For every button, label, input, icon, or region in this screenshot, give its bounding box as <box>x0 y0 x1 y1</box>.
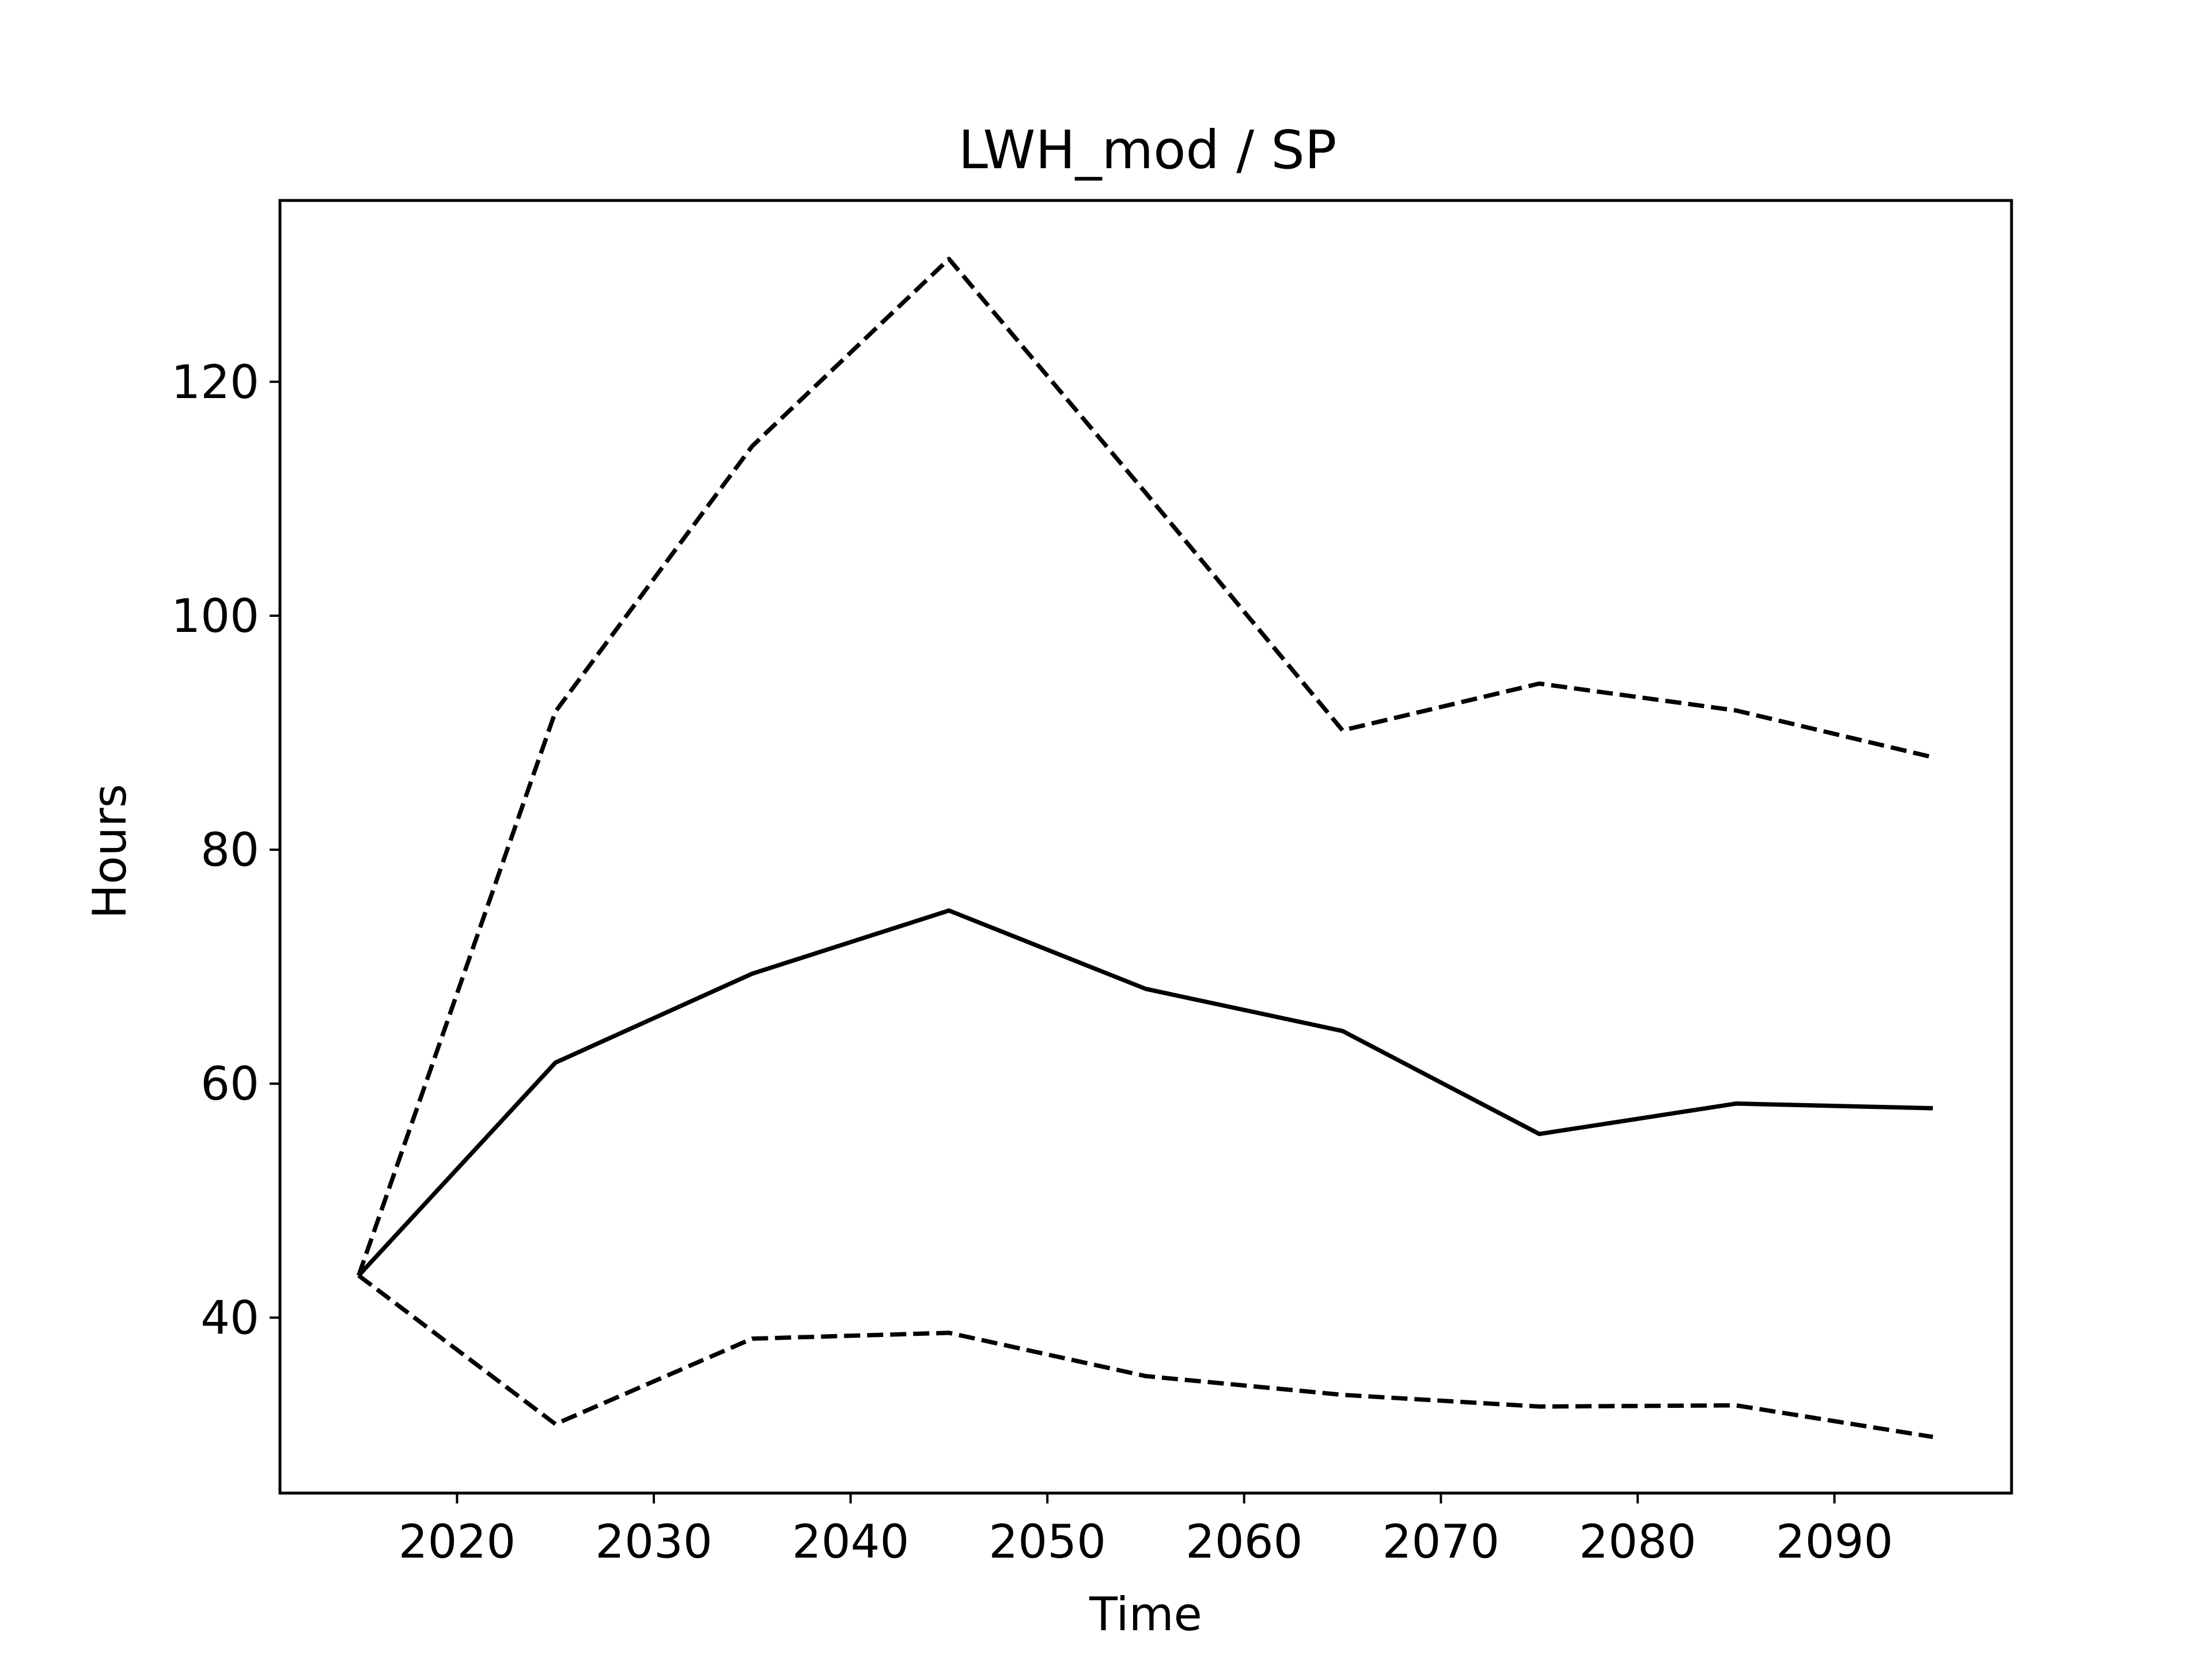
x-tick-label: 2060 <box>1185 1515 1303 1569</box>
x-tick-label: 2030 <box>595 1515 713 1569</box>
median-line <box>357 908 1933 1277</box>
x-tick-label: 2020 <box>399 1515 516 1569</box>
x-axis-ticks: 2020 2030 2040 2050 2060 2070 2080 2090 <box>399 1493 1893 1569</box>
lower-bound-line <box>357 1274 1933 1440</box>
y-axis-label: Hours <box>83 784 137 919</box>
x-tick-label: 2050 <box>988 1515 1106 1569</box>
x-tick-label: 2080 <box>1579 1515 1696 1569</box>
x-axis-label: Time <box>1089 1588 1202 1641</box>
y-tick-label: 60 <box>200 1057 259 1111</box>
x-tick-label: 2040 <box>792 1515 910 1569</box>
plot-lines <box>357 256 1934 1440</box>
upper-bound-line <box>357 256 1934 1277</box>
plot-frame <box>278 199 2013 1495</box>
y-tick-label: 40 <box>200 1291 259 1344</box>
y-tick-label: 80 <box>200 823 259 877</box>
x-tick-label: 2070 <box>1382 1515 1500 1569</box>
y-tick-label: 120 <box>171 355 259 409</box>
y-axis-ticks: 40 60 80 100 120 <box>171 355 280 1344</box>
x-tick-label: 2090 <box>1776 1515 1893 1569</box>
y-tick-label: 100 <box>171 589 259 643</box>
chart-title: LWH_mod / SP <box>959 119 1337 181</box>
